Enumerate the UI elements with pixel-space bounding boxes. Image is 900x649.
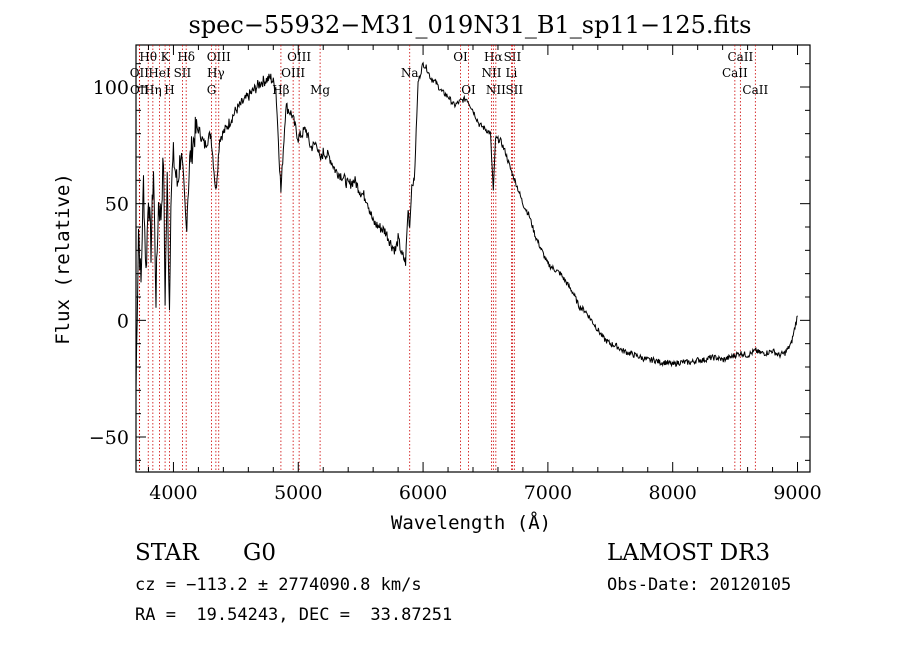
x-tick-label: 8000: [649, 482, 697, 504]
object-class: STAR: [135, 540, 199, 566]
coordinates: RA = 19.54243, DEC = 33.87251: [135, 605, 452, 625]
line-label: CaII: [727, 50, 753, 64]
redshift-cz: cz = −113.2 ± 2774090.8 km/s: [135, 575, 422, 595]
line-label: OIII: [281, 66, 305, 80]
line-label: H: [164, 83, 174, 97]
line-label: OI: [453, 50, 468, 64]
line-label: Mg: [310, 83, 330, 97]
spectrum-line: [135, 61, 798, 391]
observation-date: Obs-Date: 20120105: [607, 575, 791, 595]
x-tick-label: 7000: [524, 482, 572, 504]
object-subclass: G0: [243, 540, 276, 566]
x-ticks: 4000 5000 6000 7000 8000 9000: [147, 45, 822, 504]
line-label: NII: [486, 83, 506, 97]
line-label: OI: [461, 83, 476, 97]
line-label: Hδ: [177, 50, 195, 64]
line-label: OIII: [207, 50, 231, 64]
line-label: Hγ: [207, 66, 225, 80]
x-tick-label: 6000: [399, 482, 447, 504]
line-label: CaII: [722, 66, 748, 80]
y-tick-label: −50: [89, 427, 129, 449]
info-panel: STAR G0 LAMOST DR3 cz = −113.2 ± 2774090…: [135, 540, 791, 625]
chart-title: spec−55932−M31_019N31_B1_sp11−125.fits: [189, 11, 752, 39]
line-label: Hα: [484, 50, 503, 64]
line-label: OIII: [287, 50, 311, 64]
y-tick-label: 50: [105, 194, 129, 216]
y-tick-label: 100: [93, 77, 129, 99]
x-tick-label: 9000: [773, 482, 821, 504]
x-tick-label: 4000: [149, 482, 197, 504]
line-label: Hβ: [272, 83, 289, 97]
survey-name: LAMOST DR3: [607, 540, 770, 566]
line-label: SII: [174, 66, 192, 80]
x-tick-label: 5000: [274, 482, 322, 504]
line-label: SII: [504, 50, 522, 64]
line-label: NII: [481, 66, 501, 80]
line-label: Na: [401, 66, 419, 80]
y-ticks: −50 0 50 100: [89, 63, 810, 461]
line-label: SII: [505, 83, 523, 97]
y-axis-label: Flux (relative): [52, 173, 74, 345]
line-label: Hη: [144, 83, 162, 97]
x-axis-label: Wavelength (Å): [391, 511, 551, 534]
line-label: Hθ: [139, 50, 157, 64]
series: [135, 61, 798, 391]
line-label: HeI: [148, 66, 171, 80]
line-label: Li: [506, 66, 518, 80]
line-label: CaII: [742, 83, 768, 97]
line-label: G: [207, 83, 217, 97]
line-label: K: [161, 50, 171, 64]
y-tick-label: 0: [117, 310, 129, 332]
